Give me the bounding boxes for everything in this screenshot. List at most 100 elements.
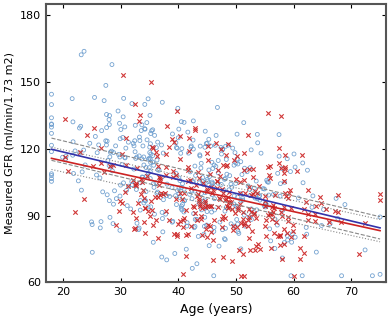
Point bbox=[97, 175, 103, 180]
Point bbox=[234, 221, 241, 227]
Point bbox=[48, 131, 55, 136]
Point bbox=[147, 141, 154, 146]
Point bbox=[181, 120, 187, 125]
Point bbox=[94, 150, 100, 155]
Point bbox=[234, 156, 240, 162]
Point bbox=[89, 250, 96, 255]
Point bbox=[227, 173, 233, 178]
Point bbox=[92, 134, 99, 139]
Point bbox=[236, 247, 242, 252]
Point bbox=[335, 192, 342, 197]
Point bbox=[96, 142, 102, 148]
Point bbox=[175, 135, 181, 140]
Point bbox=[312, 212, 318, 217]
Point bbox=[238, 198, 244, 203]
Point bbox=[189, 196, 195, 201]
Point bbox=[214, 179, 220, 184]
Point bbox=[104, 192, 110, 197]
Point bbox=[267, 176, 273, 181]
Point bbox=[245, 132, 251, 138]
Point bbox=[237, 201, 243, 206]
Point bbox=[106, 122, 112, 127]
Point bbox=[254, 196, 261, 201]
Point bbox=[377, 272, 383, 277]
Point bbox=[279, 256, 285, 261]
Point bbox=[206, 183, 212, 188]
Point bbox=[146, 156, 152, 161]
Point bbox=[101, 169, 108, 174]
Point bbox=[282, 152, 289, 157]
Point bbox=[196, 176, 202, 181]
Point bbox=[142, 206, 149, 211]
Point bbox=[177, 151, 184, 156]
Point bbox=[196, 201, 202, 206]
Point bbox=[144, 120, 150, 125]
Point bbox=[163, 193, 170, 198]
Point bbox=[202, 129, 208, 134]
Point bbox=[257, 197, 263, 203]
Point bbox=[262, 198, 268, 203]
Point bbox=[242, 191, 248, 196]
Point bbox=[153, 180, 159, 185]
Point bbox=[242, 224, 248, 229]
Point bbox=[216, 196, 223, 202]
Point bbox=[119, 162, 125, 167]
Point bbox=[266, 193, 272, 198]
Point bbox=[138, 180, 145, 185]
Point bbox=[108, 148, 115, 154]
Point bbox=[179, 196, 185, 201]
Point bbox=[104, 139, 110, 144]
Point bbox=[300, 180, 306, 185]
Point bbox=[134, 155, 140, 160]
Point bbox=[160, 229, 166, 235]
Point bbox=[169, 132, 176, 137]
Point bbox=[106, 117, 112, 122]
Point bbox=[220, 227, 226, 232]
Point bbox=[119, 200, 125, 205]
Point bbox=[326, 220, 332, 225]
Point bbox=[179, 181, 186, 186]
Point bbox=[202, 204, 208, 209]
Point bbox=[158, 190, 164, 195]
Point bbox=[231, 157, 238, 163]
Point bbox=[107, 150, 113, 155]
Point bbox=[244, 169, 250, 174]
Point bbox=[110, 221, 116, 226]
Point bbox=[144, 173, 150, 179]
Point bbox=[147, 145, 153, 150]
Point bbox=[146, 165, 152, 170]
Point bbox=[245, 183, 251, 188]
Point bbox=[239, 172, 245, 177]
Point bbox=[213, 141, 220, 146]
Point bbox=[177, 195, 183, 200]
Point bbox=[150, 153, 156, 158]
Point bbox=[103, 138, 109, 143]
Point bbox=[145, 204, 151, 210]
Point bbox=[106, 113, 113, 118]
Point bbox=[155, 195, 161, 200]
Point bbox=[233, 204, 239, 209]
Point bbox=[297, 246, 303, 251]
Point bbox=[216, 173, 223, 179]
Point bbox=[222, 216, 229, 221]
Point bbox=[137, 113, 143, 118]
Point bbox=[237, 180, 243, 185]
Point bbox=[191, 211, 198, 216]
Point bbox=[321, 207, 327, 212]
Point bbox=[70, 119, 76, 124]
Point bbox=[262, 204, 268, 209]
Point bbox=[248, 209, 254, 214]
Point bbox=[235, 205, 241, 211]
Point bbox=[169, 220, 176, 225]
Point bbox=[199, 178, 205, 183]
X-axis label: Age (years): Age (years) bbox=[179, 303, 252, 316]
Point bbox=[131, 138, 138, 143]
Point bbox=[195, 169, 201, 174]
Point bbox=[132, 123, 138, 128]
Point bbox=[149, 128, 155, 133]
Point bbox=[264, 111, 271, 116]
Point bbox=[281, 240, 287, 245]
Point bbox=[291, 273, 297, 278]
Point bbox=[137, 180, 144, 185]
Point bbox=[192, 224, 198, 229]
